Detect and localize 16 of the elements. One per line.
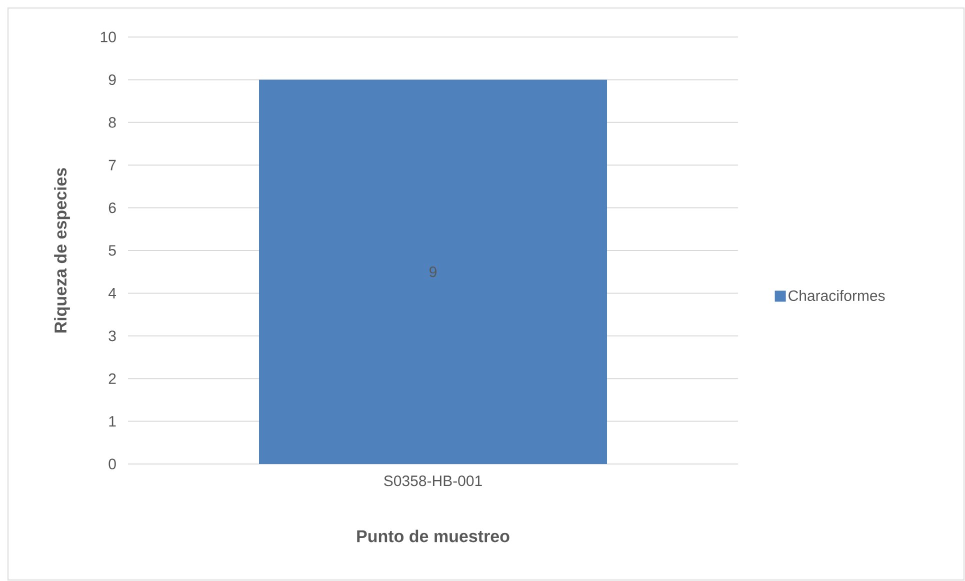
- y-tick-label: 10: [100, 32, 116, 42]
- x-tick-label: S0358-HB-001: [384, 476, 482, 486]
- y-tick-label: 5: [108, 245, 116, 256]
- y-tick-label: 9: [108, 74, 116, 85]
- x-axis-title: Punto de muestreo: [357, 530, 510, 542]
- data-label: 9: [430, 266, 436, 278]
- y-tick-label: 3: [108, 330, 116, 342]
- y-tick-label: 8: [108, 117, 116, 128]
- y-tick-label: 1: [109, 416, 116, 426]
- y-axis-title: Riqueza de especies: [54, 168, 70, 333]
- y-tick-label: 6: [108, 202, 116, 214]
- y-tick-label: 7: [108, 160, 116, 170]
- y-tick-label: 0: [108, 458, 116, 470]
- y-tick-label: 2: [108, 373, 116, 384]
- legend-label: Characiformes: [788, 290, 885, 302]
- y-tick-label: 4: [108, 288, 116, 298]
